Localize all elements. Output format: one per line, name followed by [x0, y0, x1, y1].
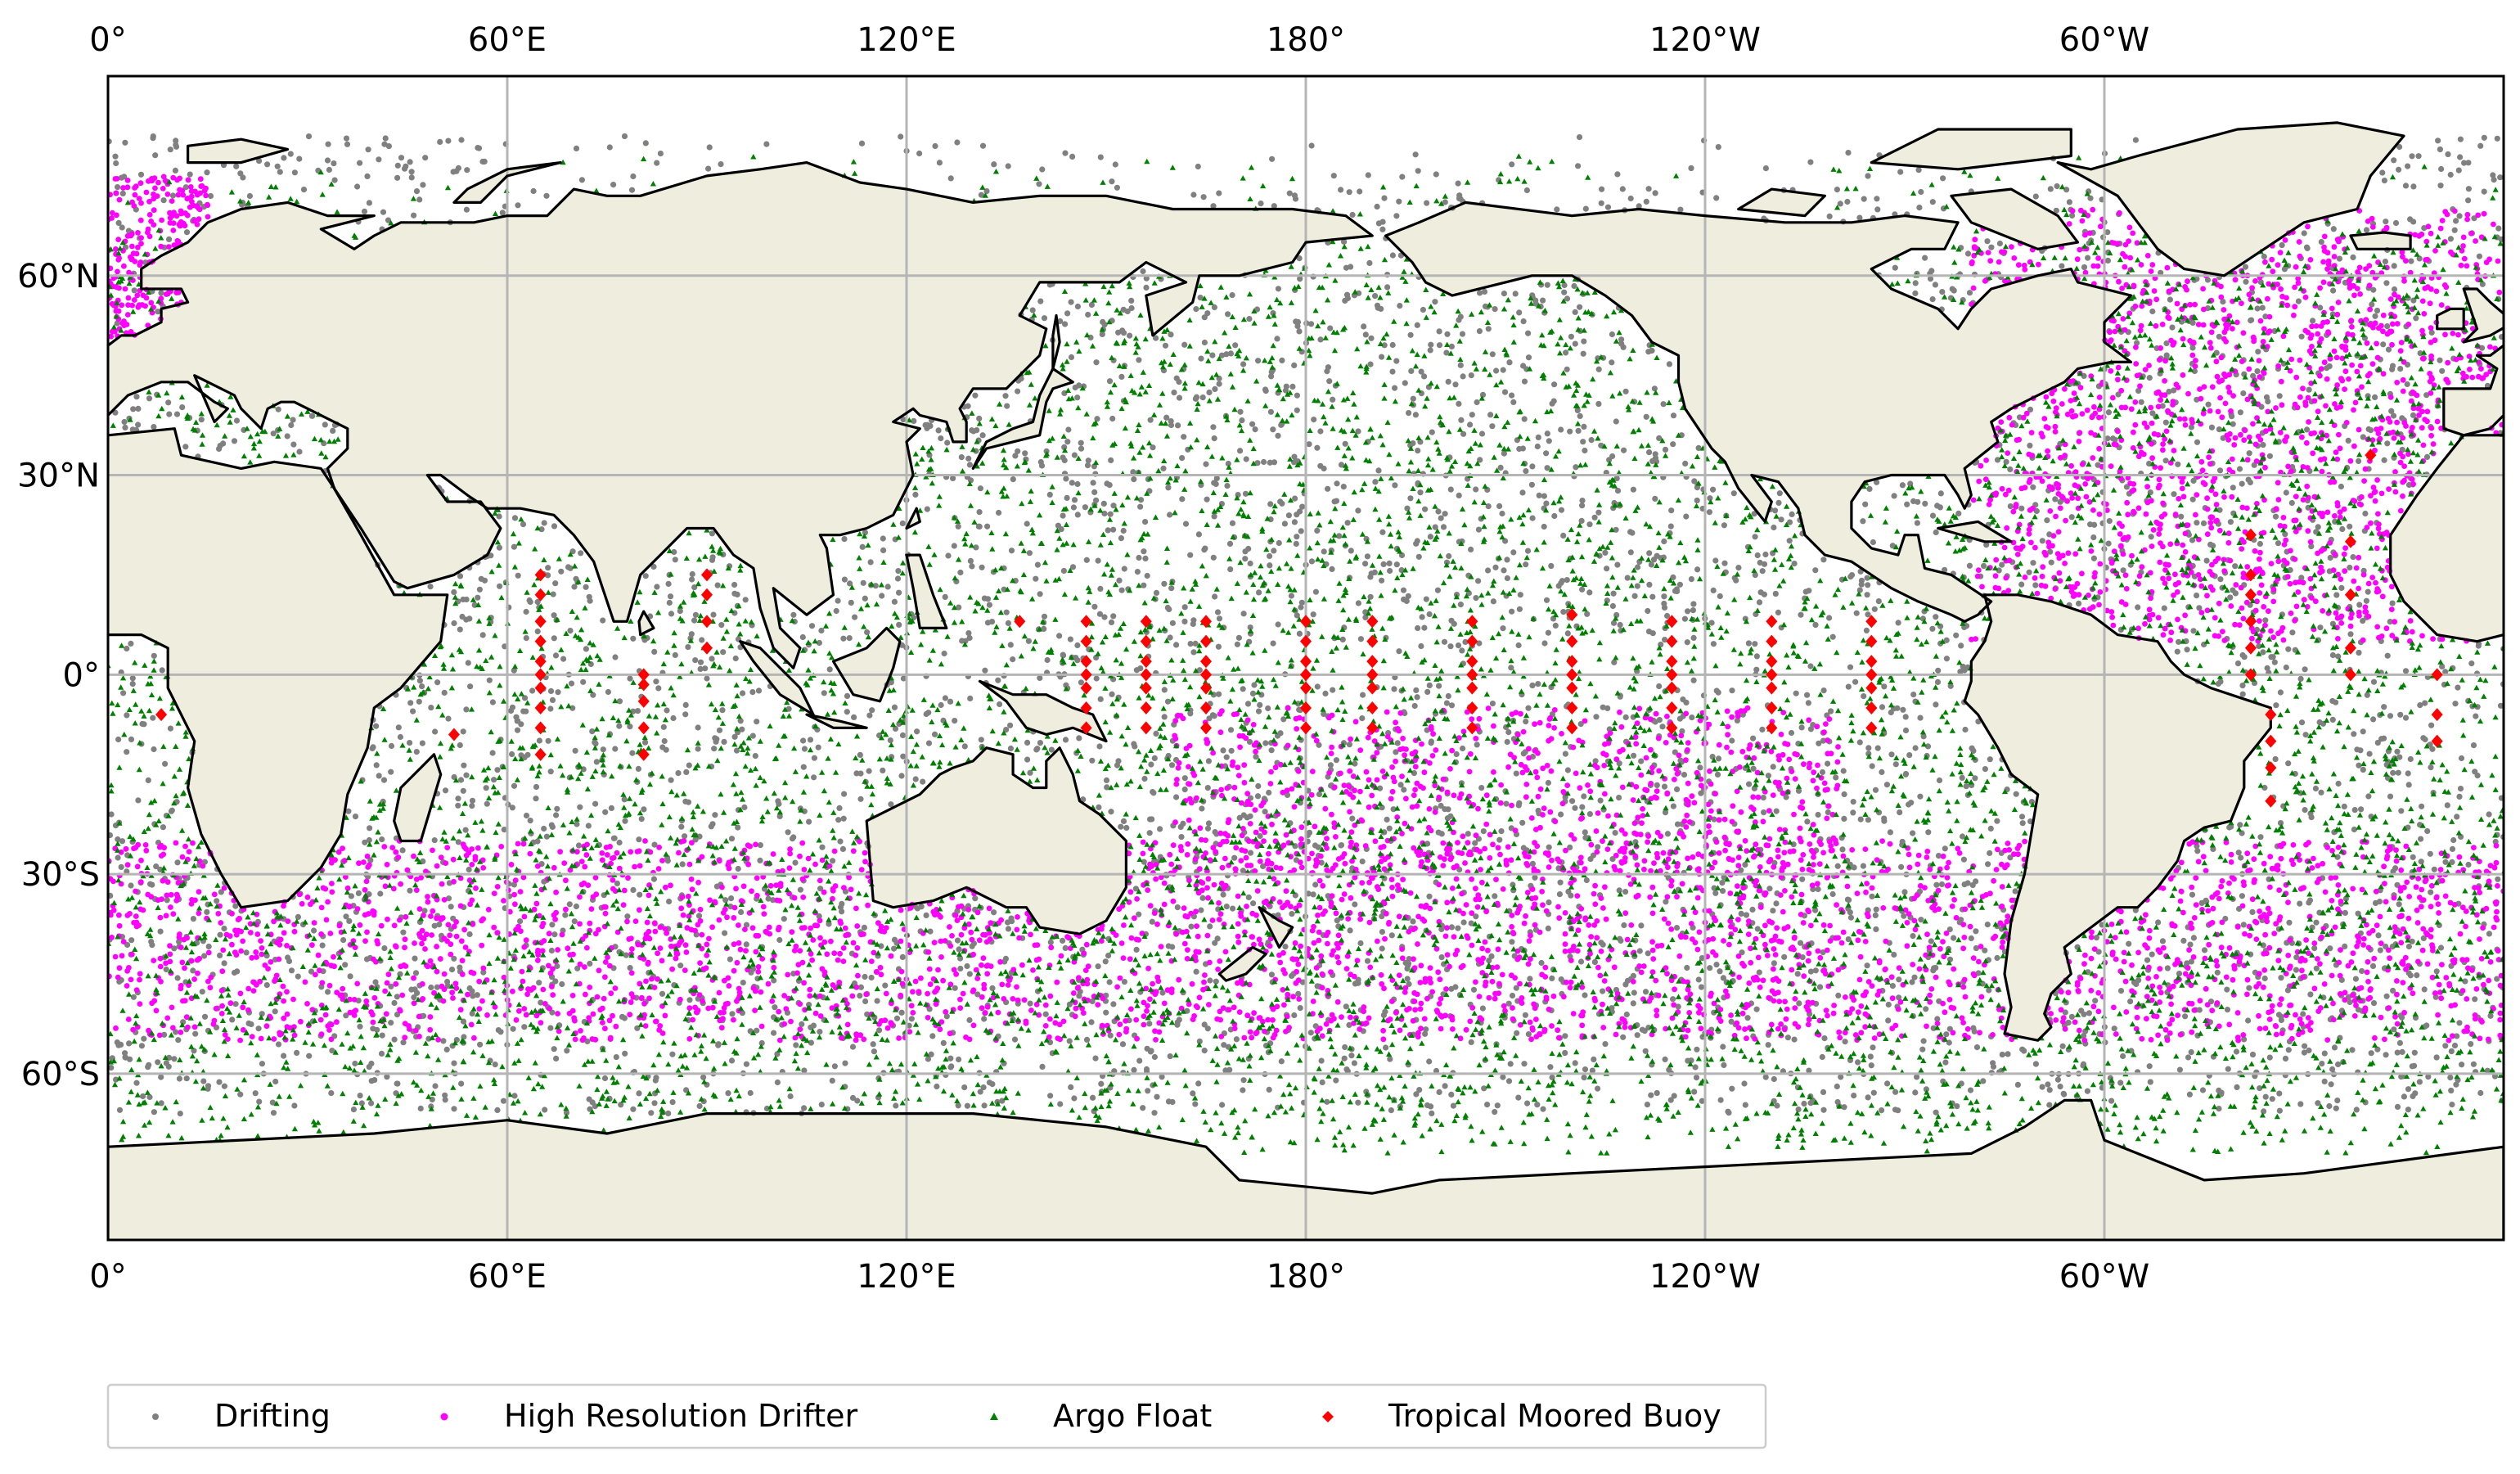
legend: Drifting High Resolution Drifter Argo Fl…: [108, 1385, 1766, 1448]
legend-label-tropical-moored-buoy: Tropical Moored Buoy: [1388, 1398, 1721, 1434]
tick-label-lat: 60°N: [17, 258, 100, 295]
tick-label-lon-bottom: 180°: [1267, 1258, 1345, 1296]
tick-label-lon-top: 0°: [89, 21, 126, 59]
tick-label-lat: 60°S: [21, 1056, 100, 1093]
tick-label-lon-bottom: 120°W: [1649, 1258, 1761, 1296]
legend-label-drifting: Drifting: [214, 1398, 331, 1434]
tick-label-lat: 30°N: [17, 458, 100, 495]
legend-label-high-resolution-drifter: High Resolution Drifter: [504, 1398, 857, 1434]
coastline-antarctica: [2504, 1100, 2520, 1273]
tick-label-lon-top: 120°W: [1649, 21, 1761, 59]
tick-label-lon-top: 120°E: [857, 21, 956, 59]
legend-marker-high-resolution-drifter: [441, 1413, 448, 1421]
tick-label-lon-top: 180°: [1267, 21, 1345, 59]
tick-label-lon-bottom: 120°E: [857, 1258, 956, 1296]
land-antarctica: [2504, 1100, 2520, 1273]
tick-label-lat: 30°S: [21, 856, 100, 894]
legend-label-argo-float: Argo Float: [1053, 1398, 1212, 1434]
tick-label-lon-bottom: 0°: [89, 1258, 126, 1296]
tick-label-lon-bottom: 60°E: [468, 1258, 547, 1296]
tick-label-lat: 0°: [63, 656, 100, 694]
tick-label-lon-bottom: 60°W: [2059, 1258, 2149, 1296]
tick-label-lon-top: 60°W: [2059, 21, 2149, 59]
tick-label-lon-top: 60°E: [468, 21, 547, 59]
legend-marker-drifting: [152, 1413, 159, 1420]
